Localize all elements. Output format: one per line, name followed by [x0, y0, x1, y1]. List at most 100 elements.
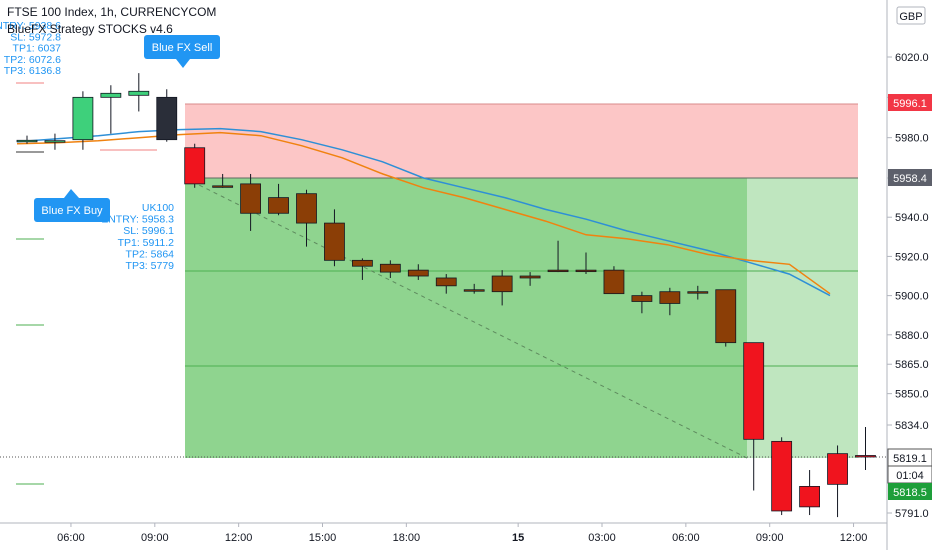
candle-body: [379, 263, 401, 273]
candle-body: [351, 259, 373, 267]
buy-signal-box: [34, 198, 110, 222]
price-tick-label: 5791.0: [895, 508, 929, 520]
buy-info-line: TP1: 6037: [13, 43, 62, 55]
candle-body: [324, 222, 345, 261]
candle-body: [128, 90, 150, 96]
sell-info-line: ENTRY: 5958.3: [101, 214, 174, 226]
time-tick-label: 15: [512, 532, 524, 544]
candle-body: [72, 96, 94, 141]
candle: [324, 209, 345, 267]
candle: [631, 291, 653, 314]
sell-info-line: UK100: [142, 202, 174, 214]
candle: [855, 427, 876, 471]
candle-body: [743, 342, 765, 440]
price-tick-label: 5865.0: [895, 359, 929, 371]
candle: [351, 258, 373, 280]
price-tick-label: 5850.0: [895, 389, 929, 401]
time-tick-label: 09:00: [756, 532, 784, 544]
candle: [771, 437, 793, 516]
price-tick-label: 5940.0: [895, 212, 929, 224]
price-tick-label: 6020.0: [895, 52, 929, 64]
time-tick-label: 09:00: [141, 532, 169, 544]
candle: [547, 240, 569, 273]
candle-body: [603, 269, 625, 295]
candle: [407, 264, 429, 280]
price-tick-label: 5900.0: [895, 291, 929, 303]
time-tick-label: 03:00: [588, 532, 616, 544]
time-tick-label: 06:00: [57, 532, 85, 544]
candle-body: [100, 92, 122, 98]
indicator-name: BlueFX Strategy STOCKS v4.6: [7, 22, 173, 36]
candle: [156, 89, 178, 142]
last-price: 5818.5: [893, 487, 927, 499]
candle: [715, 289, 737, 347]
candle: [72, 91, 94, 150]
time-tick-label: 12:00: [840, 532, 868, 544]
candle: [743, 342, 765, 491]
candle-body: [156, 96, 178, 141]
candle-layer: [16, 73, 876, 518]
candle-body: [799, 485, 820, 508]
current-price-tag: 5819.1 01:04: [887, 448, 932, 484]
candle: [519, 272, 541, 286]
time-tick-label: 15:00: [309, 532, 337, 544]
candle: [296, 189, 317, 247]
buy-info-line: SL: 5972.8: [10, 31, 61, 43]
candle: [463, 283, 485, 294]
buy-signal[interactable]: Blue FX Buy: [34, 189, 110, 222]
time-tick-label: 06:00: [672, 532, 700, 544]
candle-body: [407, 269, 429, 277]
candle-body: [16, 139, 38, 143]
candle: [827, 445, 848, 518]
sell-signal-pointer: [176, 59, 190, 68]
candle-body: [44, 140, 66, 143]
candle: [687, 285, 709, 300]
sell-signal[interactable]: Blue FX Sell: [144, 35, 220, 68]
buy-info-line: TP2: 6072.6: [4, 54, 61, 66]
candle-body: [212, 185, 234, 188]
candle-body: [547, 269, 569, 273]
buy-signal-pointer: [64, 189, 79, 198]
time-axis[interactable]: 06:00 09:00 12:00 15:00 18:00 15 03:00 06:00 09:…: [57, 523, 867, 544]
stop-loss-price: 5996.1: [893, 98, 927, 110]
candle: [100, 85, 122, 134]
candle: [212, 173, 234, 188]
candle-body: [296, 193, 317, 224]
candle: [379, 260, 401, 278]
candle: [799, 470, 820, 516]
candle-body: [827, 453, 848, 485]
chart-title: FTSE 100 Index, 1h, CURRENCYCOM: [7, 5, 216, 19]
trade-path-line: [184, 177, 748, 459]
time-tick-label: 18:00: [393, 532, 421, 544]
buy-signal-label: Blue FX Buy: [41, 205, 103, 217]
time-tick-label: 12:00: [225, 532, 253, 544]
candle-body: [268, 197, 289, 214]
candle: [659, 287, 681, 316]
candle-body: [631, 295, 653, 302]
candle-body: [435, 277, 457, 287]
entry-price: 5958.4: [893, 173, 927, 185]
currency-label: GBP: [899, 11, 922, 23]
candle: [16, 135, 38, 144]
moving-average-line: [16, 127, 831, 297]
sell-signal-box: [144, 35, 220, 59]
moving-average-layer: [16, 127, 831, 297]
price-tick-label: 5980.0: [895, 133, 929, 145]
candle: [184, 143, 206, 188]
candle-body: [184, 147, 206, 185]
candle-body: [240, 183, 262, 214]
buy-info-line: TP3: 6136.8: [4, 65, 61, 77]
price-tick-label: 5834.0: [895, 420, 929, 432]
candle-body: [463, 289, 485, 292]
sell-info-line: TP2: 5864: [126, 248, 175, 260]
profit-zone-open: [747, 178, 858, 458]
price-tick-label: 5880.0: [895, 330, 929, 342]
candle-body: [715, 289, 737, 344]
currency-badge[interactable]: [896, 6, 926, 25]
candle: [575, 252, 597, 275]
candle: [268, 183, 289, 216]
